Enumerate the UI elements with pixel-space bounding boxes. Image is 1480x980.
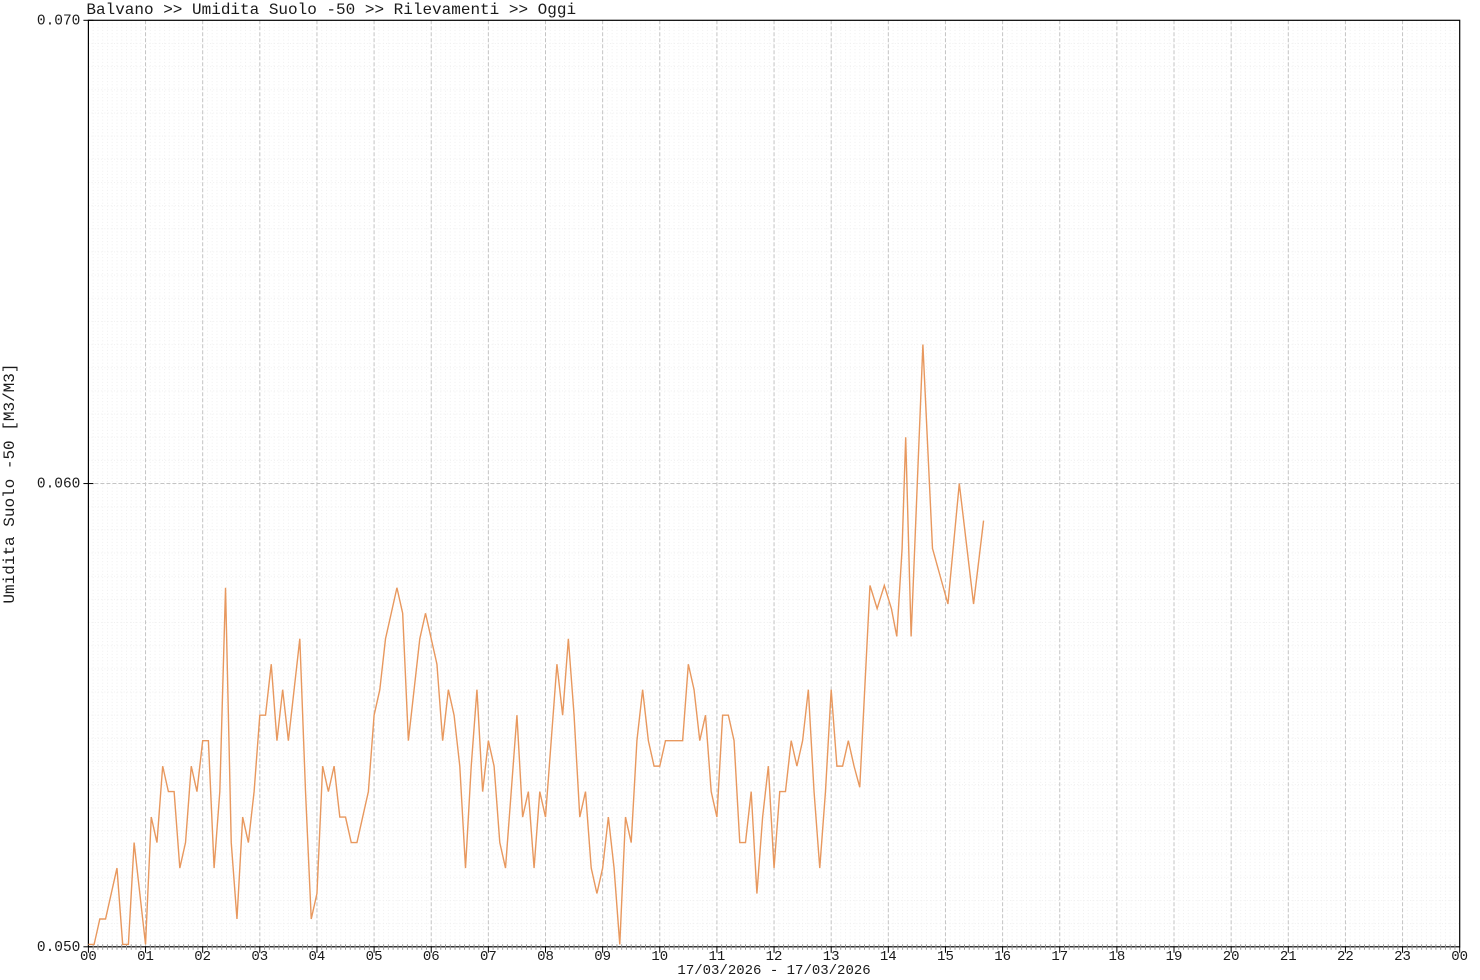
svg-text:22: 22 (1337, 949, 1354, 965)
svg-text:01: 01 (137, 949, 154, 965)
svg-text:00: 00 (1451, 949, 1468, 965)
svg-text:0.050: 0.050 (37, 940, 81, 956)
svg-text:05: 05 (366, 949, 383, 965)
svg-text:16: 16 (994, 949, 1011, 965)
svg-text:0.060: 0.060 (37, 477, 81, 493)
svg-text:04: 04 (309, 949, 326, 965)
svg-text:03: 03 (251, 949, 268, 965)
svg-text:07: 07 (480, 949, 497, 965)
svg-text:06: 06 (423, 949, 440, 965)
svg-text:23: 23 (1394, 949, 1411, 965)
svg-text:17/03/2026 - 17/03/2026: 17/03/2026 - 17/03/2026 (677, 963, 870, 979)
svg-text:08: 08 (537, 949, 554, 965)
svg-text:20: 20 (1223, 949, 1240, 965)
svg-text:Balvano >> Umidita Suolo -50 >: Balvano >> Umidita Suolo -50 >> Rilevame… (86, 1, 576, 19)
svg-text:15: 15 (937, 949, 954, 965)
svg-text:21: 21 (1280, 949, 1297, 965)
svg-text:Umidita Suolo -50 [M3/M3]: Umidita Suolo -50 [M3/M3] (1, 364, 19, 604)
svg-text:17: 17 (1051, 949, 1068, 965)
svg-text:09: 09 (594, 949, 611, 965)
svg-text:18: 18 (1108, 949, 1125, 965)
svg-text:10: 10 (651, 949, 668, 965)
svg-text:14: 14 (880, 949, 897, 965)
svg-text:00: 00 (80, 949, 97, 965)
svg-text:02: 02 (194, 949, 211, 965)
svg-text:0.070: 0.070 (37, 13, 81, 29)
svg-text:19: 19 (1166, 949, 1183, 965)
